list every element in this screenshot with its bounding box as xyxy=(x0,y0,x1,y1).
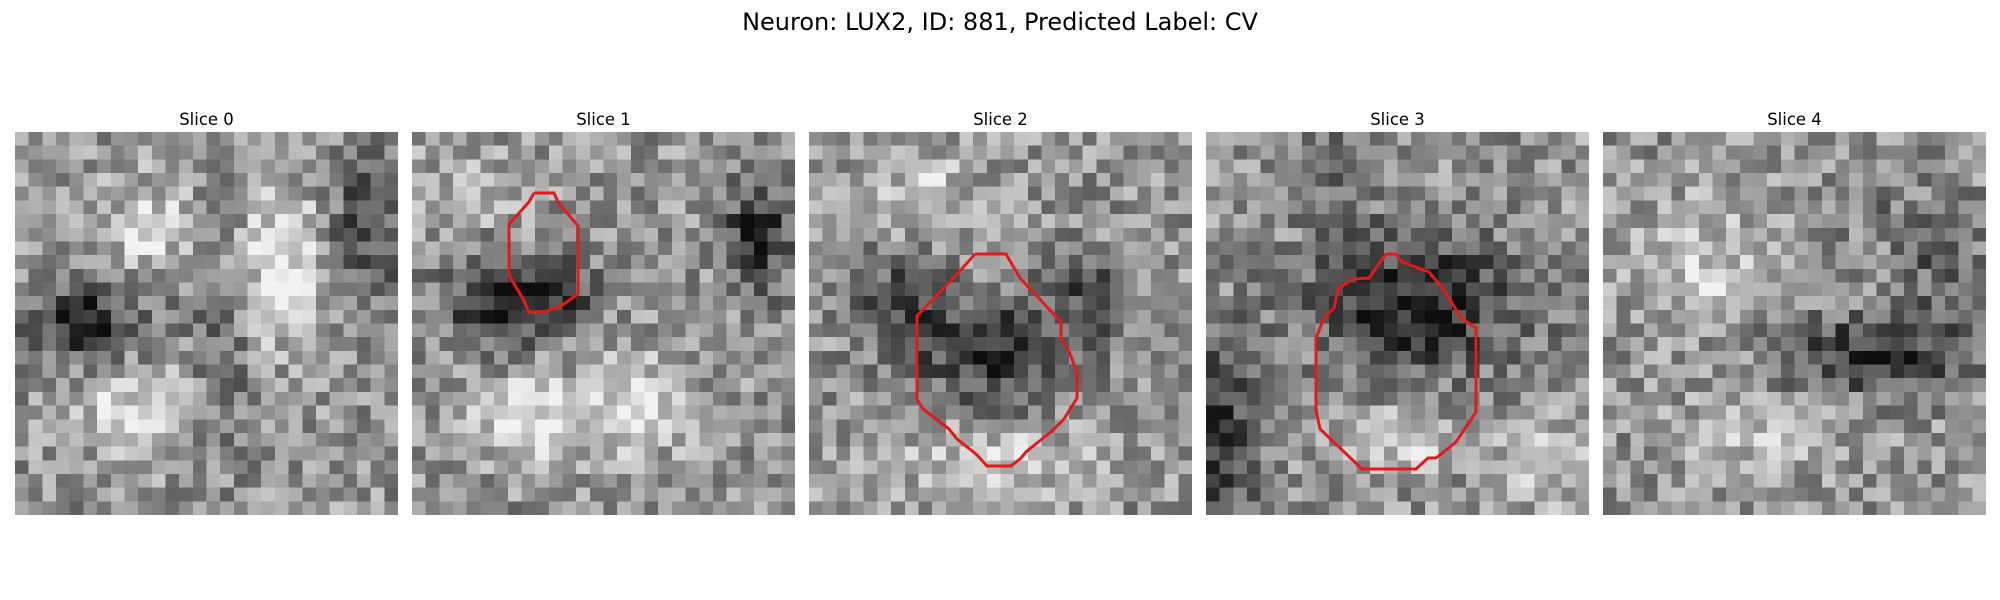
slice-title: Slice 4 xyxy=(1603,110,1986,132)
slice-panel-3: Slice 3 xyxy=(1206,110,1589,515)
slice-image xyxy=(1603,132,1986,515)
slice-panel-4: Slice 4 xyxy=(1603,110,1986,515)
slice-title: Slice 2 xyxy=(809,110,1192,132)
slice-title: Slice 3 xyxy=(1206,110,1589,132)
slice-image xyxy=(809,132,1192,515)
slice-title: Slice 0 xyxy=(15,110,398,132)
slice-panel-2: Slice 2 xyxy=(809,110,1192,515)
slice-title: Slice 1 xyxy=(412,110,795,132)
figure-title: Neuron: LUX2, ID: 881, Predicted Label: … xyxy=(0,8,2000,36)
slice-panel-1: Slice 1 xyxy=(412,110,795,515)
slice-panel-0: Slice 0 xyxy=(15,110,398,515)
slice-image xyxy=(1206,132,1589,515)
slice-image xyxy=(15,132,398,515)
slice-image xyxy=(412,132,795,515)
